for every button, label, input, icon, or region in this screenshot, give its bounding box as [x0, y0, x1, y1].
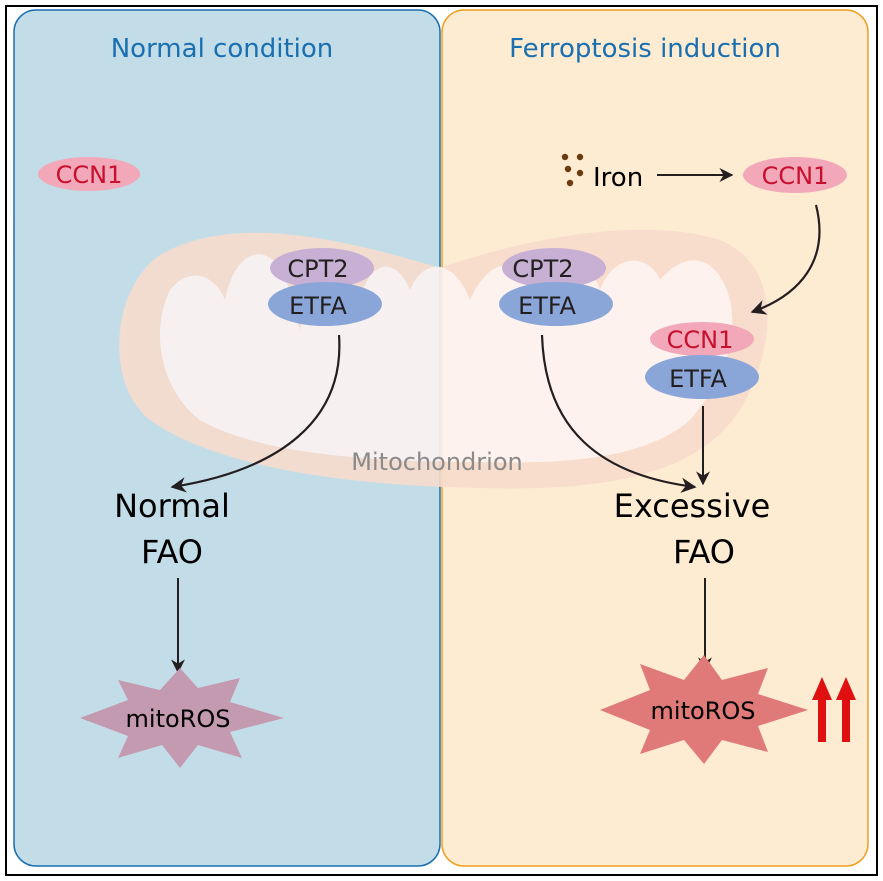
mitoros-excess-burst: [600, 655, 808, 764]
mitoros-normal-label: mitoROS: [126, 705, 231, 733]
etfa-label: ETFA: [289, 292, 347, 320]
etfa-label: ETFA: [669, 365, 727, 393]
mitochondrion-label: Mitochondrion: [351, 448, 522, 476]
increase-arrows-icon: [812, 677, 856, 742]
etfa-label: ETFA: [518, 292, 576, 320]
cpt2-etfa-normal: CPT2 ETFA: [268, 248, 382, 326]
excessive-fao-line1: Excessive: [614, 487, 771, 525]
ccn1-label: CCN1: [56, 161, 123, 189]
ccn1-label: CCN1: [762, 162, 829, 190]
cpt2-etfa-ferroptosis: CPT2 ETFA: [499, 248, 613, 326]
normal-condition-title: Normal condition: [111, 34, 334, 64]
iron-icon: [561, 153, 584, 187]
arrow-ccn1-to-mitochondria: [750, 204, 821, 315]
arrow-etfa-to-excessive-fao: [540, 334, 697, 493]
arrow-etfa-to-normal-fao: [170, 334, 341, 493]
ferroptosis-induction-title: Ferroptosis induction: [509, 34, 781, 64]
ccn1-normal: CCN1: [38, 157, 140, 191]
normal-fao-line2: FAO: [141, 533, 203, 571]
cpt2-label: CPT2: [287, 255, 348, 283]
excessive-fao-line2: FAO: [673, 533, 735, 571]
ccn1-etfa-complex: CCN1 ETFA: [645, 322, 759, 399]
cpt2-label: CPT2: [512, 255, 573, 283]
mitoros-normal-burst: [80, 668, 284, 768]
mitoros-excess-label: mitoROS: [651, 697, 756, 725]
normal-fao-line1: Normal: [114, 487, 230, 525]
ccn1-cytosolic: CCN1: [743, 157, 847, 193]
ccn1-label: CCN1: [667, 326, 734, 354]
iron-label: Iron: [593, 163, 643, 193]
